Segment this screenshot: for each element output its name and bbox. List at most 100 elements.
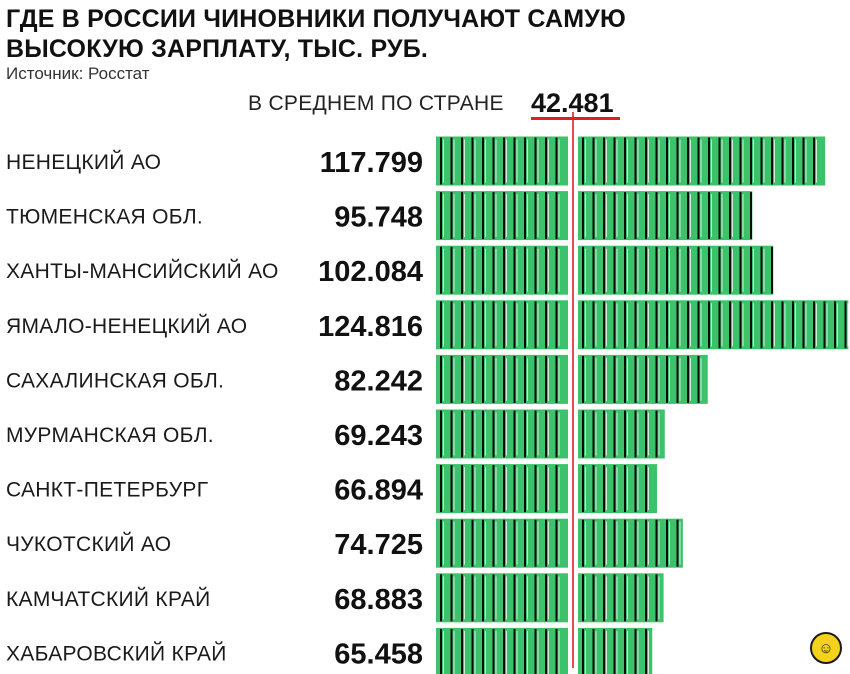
bar-stripe-highlight bbox=[464, 194, 465, 238]
bar-stripe bbox=[534, 137, 537, 185]
bar-stripe bbox=[676, 355, 679, 403]
bar-stripe-highlight bbox=[637, 521, 639, 565]
bar-stripe bbox=[655, 301, 658, 349]
bar-stripe bbox=[471, 246, 474, 294]
bar-stripe bbox=[750, 301, 752, 349]
category-label: ЧУКОТСКИЙ АО bbox=[6, 532, 171, 556]
bar-stripe bbox=[645, 628, 647, 674]
bar-stripe bbox=[603, 192, 605, 240]
bar-stripe bbox=[666, 301, 668, 349]
bar-stripe bbox=[471, 137, 474, 185]
bar-stripe bbox=[834, 301, 836, 349]
bar-stripe bbox=[545, 137, 547, 185]
bar-stripe-highlight bbox=[506, 521, 507, 565]
bar-stripe-highlight bbox=[595, 303, 597, 347]
bar-stripe bbox=[482, 137, 484, 185]
bar-stripe-highlight bbox=[516, 412, 518, 456]
bar-stripe bbox=[513, 410, 516, 458]
bar-stripe bbox=[555, 246, 558, 294]
bar-stripe bbox=[461, 410, 463, 458]
bar-stripe bbox=[450, 246, 453, 294]
bar-stripe bbox=[603, 410, 605, 458]
bar-stripe bbox=[440, 137, 442, 185]
bar-stripe-highlight bbox=[816, 139, 817, 183]
bar-stripe bbox=[802, 137, 805, 185]
bar-stripe bbox=[440, 574, 442, 622]
bar-stripe bbox=[482, 192, 484, 240]
bar-stripe bbox=[450, 301, 453, 349]
bar-stripe-highlight bbox=[753, 194, 754, 238]
bar-stripe bbox=[708, 137, 710, 185]
bar-stripe bbox=[555, 465, 558, 513]
bar-stripe bbox=[781, 137, 784, 185]
bar-stripe bbox=[482, 628, 484, 674]
bar-stripe bbox=[545, 246, 547, 294]
bar-stripe bbox=[545, 628, 547, 674]
bar-stripe bbox=[440, 246, 442, 294]
bar-stripe-highlight bbox=[627, 303, 628, 347]
bar-stripe-highlight bbox=[443, 576, 444, 620]
bar-stripe bbox=[582, 519, 584, 567]
bar-stripe-highlight bbox=[753, 303, 754, 347]
bar-stripe-highlight bbox=[485, 248, 486, 292]
bar-stripe-highlight bbox=[837, 303, 838, 347]
bar-stripe-highlight bbox=[548, 303, 549, 347]
bar-stripe bbox=[729, 192, 731, 240]
bar-stripe bbox=[729, 301, 731, 349]
bar-stripe bbox=[739, 137, 742, 185]
bar-stripe-highlight bbox=[606, 357, 607, 401]
bar-stripe bbox=[534, 628, 537, 674]
bar-stripe bbox=[813, 301, 815, 349]
bar-stripe bbox=[492, 137, 495, 185]
bar-stripe-highlight bbox=[627, 357, 628, 401]
bar-stripe bbox=[687, 137, 689, 185]
bar-stripe bbox=[687, 192, 689, 240]
bar-stripe-highlight bbox=[732, 303, 733, 347]
bar-stripe-highlight bbox=[548, 139, 549, 183]
bar-stripe bbox=[440, 192, 442, 240]
bar-stripe bbox=[687, 355, 689, 403]
bar-stripe-highlight bbox=[658, 576, 660, 620]
bar-stripe-highlight bbox=[485, 412, 486, 456]
bar-stripe bbox=[471, 519, 474, 567]
bar-stripe-highlight bbox=[506, 576, 507, 620]
bar-stripe-highlight bbox=[658, 248, 660, 292]
bar-stripe-highlight bbox=[464, 467, 465, 511]
bar-stripe bbox=[524, 628, 526, 674]
bar-stripe bbox=[624, 137, 626, 185]
bar-stripe bbox=[492, 410, 495, 458]
bar-stripe bbox=[545, 574, 547, 622]
bar-stripe-highlight bbox=[485, 521, 486, 565]
bar-stripe-highlight bbox=[753, 248, 754, 292]
bar-stripe bbox=[482, 574, 484, 622]
bar-stripe-highlight bbox=[506, 630, 507, 674]
bar-stripe bbox=[613, 246, 616, 294]
bar-stripe bbox=[534, 301, 537, 349]
bar-stripe-highlight bbox=[537, 139, 539, 183]
bar-stripe bbox=[802, 301, 805, 349]
bar-stripe-highlight bbox=[464, 412, 465, 456]
value-label: 124.816 bbox=[318, 311, 423, 343]
value-label: 82.242 bbox=[334, 365, 423, 397]
bar-stripe-highlight bbox=[527, 139, 528, 183]
bar-stripe bbox=[503, 246, 505, 294]
bar-stripe-highlight bbox=[585, 412, 586, 456]
bar-stripe-highlight bbox=[495, 357, 497, 401]
bar-stripe bbox=[592, 301, 595, 349]
bar-stripe-highlight bbox=[443, 630, 444, 674]
bar-stripe-highlight bbox=[690, 194, 691, 238]
bar-stripe-highlight bbox=[443, 412, 444, 456]
bar-stripe-highlight bbox=[774, 303, 775, 347]
bar-stripe-highlight bbox=[558, 303, 560, 347]
bar-stripe-highlight bbox=[658, 303, 660, 347]
bar-stripe bbox=[729, 137, 731, 185]
bar-stripe-highlight bbox=[805, 139, 807, 183]
bar-stripe bbox=[524, 137, 526, 185]
bar-stripe-highlight bbox=[669, 357, 670, 401]
bar-stripe bbox=[645, 465, 647, 513]
bar-stripe-highlight bbox=[548, 412, 549, 456]
bar-stripe bbox=[634, 246, 637, 294]
bar-stripe bbox=[592, 465, 595, 513]
bar-stripe-highlight bbox=[742, 194, 744, 238]
category-label: КАМЧАТСКИЙ КРАЙ bbox=[6, 587, 211, 611]
